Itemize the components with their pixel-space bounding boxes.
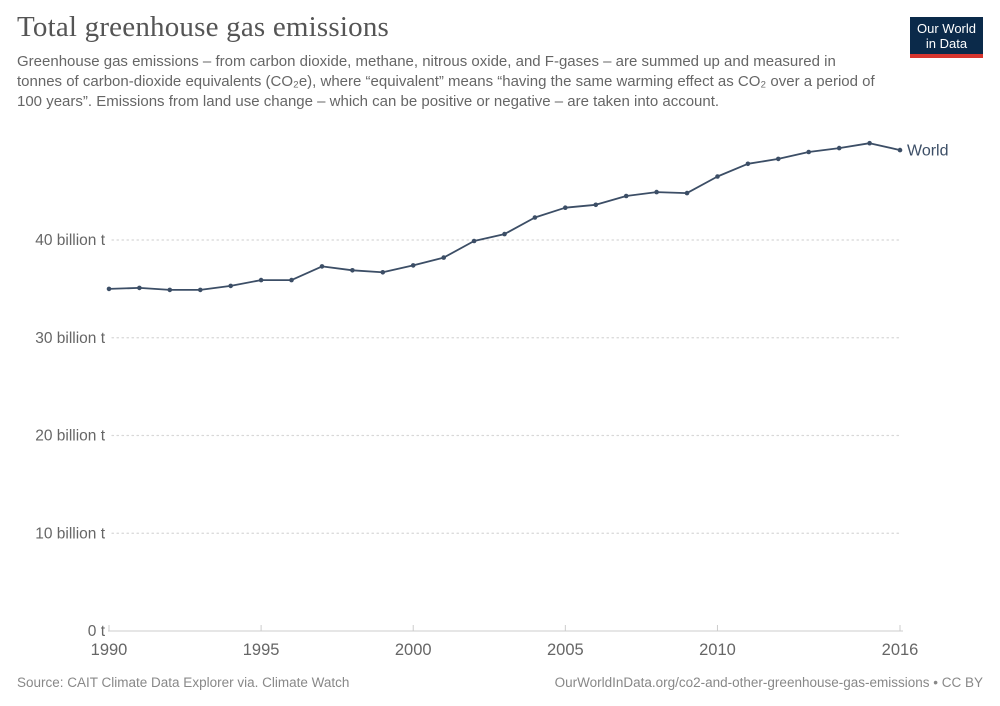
data-point[interactable] (198, 287, 203, 293)
data-point[interactable] (532, 215, 538, 220)
x-axis-tick-label: 2016 (882, 641, 919, 659)
owid-logo[interactable]: Our World in Data (910, 17, 983, 58)
y-axis-tick-label: 30 billion t (35, 330, 105, 347)
data-point[interactable] (867, 140, 872, 146)
data-point[interactable] (380, 270, 386, 275)
chart-footer: Source: CAIT Climate Data Explorer via. … (17, 675, 983, 690)
logo-line-1: Our World (917, 21, 976, 36)
data-point[interactable] (106, 286, 112, 292)
series-label-world: World (907, 143, 949, 160)
data-point[interactable] (410, 263, 416, 268)
data-point[interactable] (593, 202, 599, 208)
x-axis-tick-label: 2005 (547, 641, 584, 659)
y-axis-tick-label: 40 billion t (35, 232, 105, 249)
x-axis-tick-label: 1990 (91, 641, 128, 659)
data-point[interactable] (654, 189, 659, 195)
data-point[interactable] (623, 193, 629, 199)
data-point[interactable] (836, 145, 842, 151)
data-point[interactable] (897, 147, 903, 153)
data-point[interactable] (258, 277, 264, 283)
data-point[interactable] (471, 238, 477, 244)
chart-header: Total greenhouse gas emissions Greenhous… (17, 11, 897, 112)
data-point[interactable] (502, 231, 507, 237)
y-axis-tick-label: 0 t (88, 623, 106, 640)
logo-line-2: in Data (925, 36, 968, 51)
data-point[interactable] (715, 174, 720, 179)
data-point[interactable] (441, 255, 447, 260)
data-point[interactable] (350, 268, 355, 273)
source-note: Source: CAIT Climate Data Explorer via. … (17, 675, 350, 690)
data-point[interactable] (228, 283, 233, 289)
series-line-world[interactable] (108, 142, 901, 291)
data-point[interactable] (684, 190, 690, 196)
data-point[interactable] (319, 264, 325, 269)
data-point[interactable] (563, 205, 568, 210)
x-axis-tick-label: 1995 (243, 641, 280, 659)
data-point[interactable] (806, 149, 811, 155)
x-axis-tick-label: 2000 (395, 641, 432, 659)
data-point[interactable] (776, 156, 781, 162)
x-axis-tick-label: 2010 (699, 641, 736, 659)
credit-link[interactable]: OurWorldInData.org/co2-and-other-greenho… (554, 675, 983, 690)
chart-subtitle: Greenhouse gas emissions – from carbon d… (17, 53, 875, 110)
data-point[interactable] (289, 277, 294, 283)
data-point[interactable] (745, 161, 751, 167)
chart-title: Total greenhouse gas emissions (17, 11, 390, 43)
y-axis-tick-label: 20 billion t (35, 428, 105, 445)
data-point[interactable] (137, 285, 142, 291)
y-axis-tick-label: 10 billion t (35, 525, 105, 542)
data-point[interactable] (167, 287, 173, 293)
